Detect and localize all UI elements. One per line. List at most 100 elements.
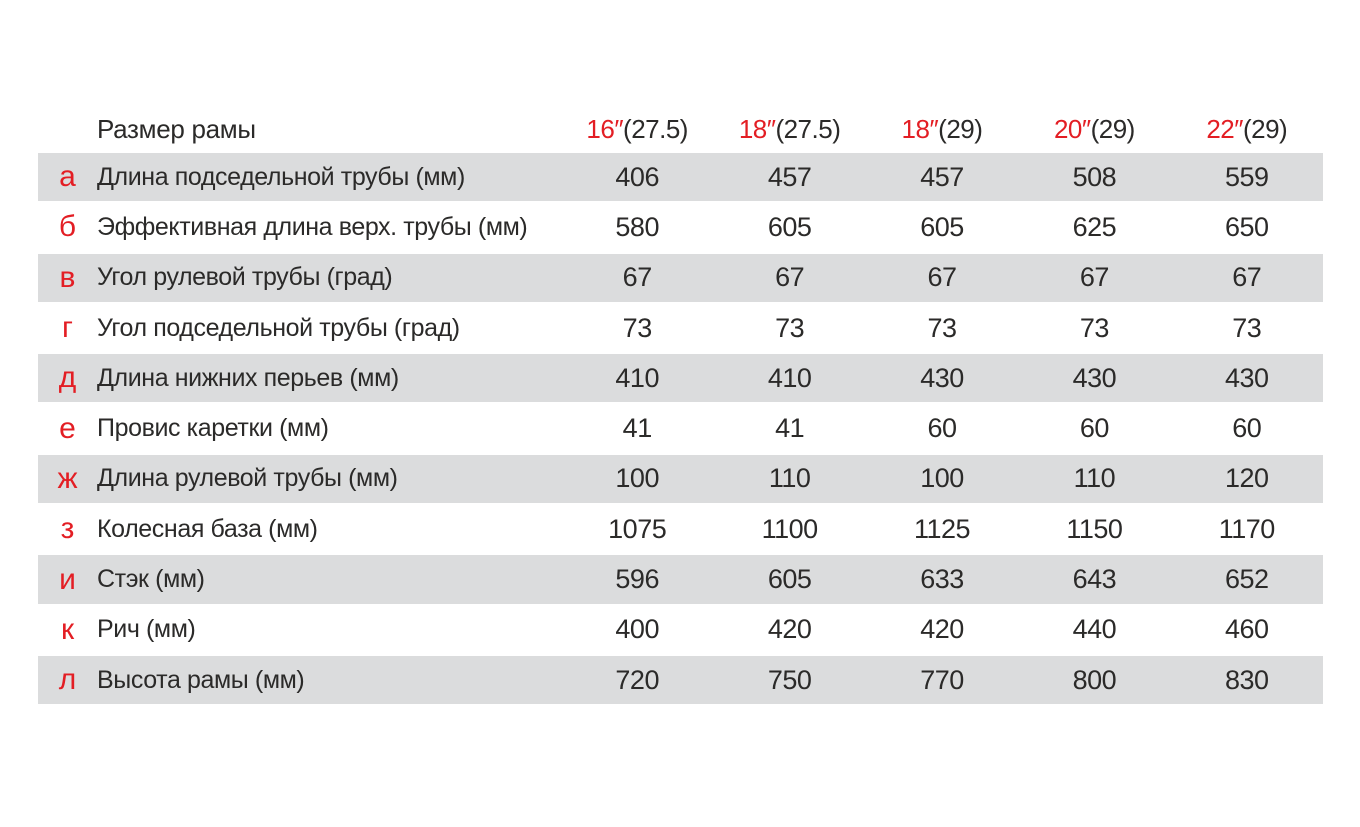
row-value: 120 — [1225, 463, 1269, 494]
table-row: ж Длина рулевой трубы (мм) 100 110 100 1… — [38, 453, 1323, 505]
row-value: 440 — [1072, 614, 1117, 645]
table-body: а Длина подседельной трубы (мм) 406 457 … — [38, 152, 1323, 706]
row-value: 410 — [767, 362, 812, 393]
row-parameter-label: Угол рулевой трубы (град) — [97, 263, 393, 292]
row-value: 420 — [767, 614, 812, 645]
row-value: 830 — [1225, 664, 1269, 695]
row-value: 633 — [920, 564, 964, 595]
row-index-letter: и — [59, 562, 76, 596]
row-value: 73 — [927, 312, 957, 343]
row-value: 605 — [767, 564, 812, 595]
row-index-letter: а — [59, 160, 76, 194]
row-value: 625 — [1072, 211, 1117, 242]
row-value: 67 — [775, 262, 805, 293]
row-index-letter: е — [59, 411, 76, 445]
row-value: 41 — [775, 413, 805, 444]
table-row: д Длина нижних перьев (мм) 410 410 430 4… — [38, 353, 1323, 404]
row-value: 559 — [1225, 161, 1269, 192]
frame-size-label: 18″ — [901, 113, 939, 144]
row-value: 60 — [927, 413, 957, 444]
row-value: 800 — [1072, 664, 1117, 695]
row-parameter-label: Длина подседельной трубы (мм) — [97, 162, 465, 191]
wheel-size-label: (27.5) — [775, 113, 841, 144]
frame-geometry-table: Размер рамы 16″(27.5) 18″(27.5) 18″(29) … — [38, 106, 1323, 706]
row-value: 1075 — [608, 513, 667, 544]
row-value: 110 — [1073, 463, 1116, 494]
row-value: 652 — [1225, 564, 1269, 595]
table-row: л Высота рамы (мм) 720 750 770 800 830 — [38, 654, 1323, 706]
row-value: 596 — [615, 564, 659, 595]
row-value: 720 — [615, 664, 659, 695]
column-header-22-29: 22″(29) — [1171, 114, 1323, 145]
row-value: 457 — [767, 161, 812, 192]
table-row: б Эффективная длина верх. трубы (мм) 580… — [38, 202, 1323, 252]
frame-size-label: 22″ — [1206, 113, 1243, 144]
row-index-letter: б — [58, 210, 77, 244]
row-index-letter: ж — [57, 461, 78, 495]
row-value: 406 — [615, 161, 659, 192]
row-parameter-label: Эффективная длина верх. трубы (мм) — [97, 212, 528, 241]
row-value: 400 — [615, 614, 659, 645]
column-header-18-29: 18″(29) — [866, 114, 1018, 145]
row-value: 100 — [615, 463, 659, 494]
wheel-size-label: (29) — [1090, 113, 1136, 144]
row-parameter-label: Колесная база (мм) — [97, 514, 318, 543]
table-row: к Рич (мм) 400 420 420 440 460 — [38, 605, 1323, 655]
row-value: 60 — [1079, 413, 1110, 444]
row-value: 67 — [1232, 262, 1262, 293]
row-value: 420 — [920, 614, 964, 645]
row-parameter-label: Угол подседельной трубы (град) — [97, 313, 460, 342]
wheel-size-label: (29) — [1242, 113, 1288, 144]
row-parameter-label: Длина нижних перьев (мм) — [97, 363, 399, 392]
table-row: г Угол подседельной трубы (град) 73 73 7… — [38, 303, 1323, 353]
column-header-16-27-5: 16″(27.5) — [561, 114, 713, 145]
row-value: 110 — [768, 463, 811, 494]
row-value: 605 — [920, 211, 964, 242]
row-index-letter: з — [60, 512, 75, 546]
row-index-letter: л — [58, 663, 77, 697]
frame-size-label: 20″ — [1053, 113, 1091, 144]
row-value: 430 — [920, 362, 964, 393]
row-index-letter: д — [58, 361, 77, 395]
row-value: 1150 — [1066, 513, 1123, 544]
row-value: 73 — [622, 312, 653, 343]
row-parameter-label: Длина рулевой трубы (мм) — [97, 464, 398, 493]
row-value: 650 — [1225, 211, 1269, 242]
row-index-letter: в — [59, 260, 76, 294]
row-parameter-label: Высота рамы (мм) — [97, 665, 305, 694]
row-value: 60 — [1232, 413, 1262, 444]
row-index-letter: к — [60, 612, 75, 646]
frame-size-label: 18″ — [738, 113, 776, 144]
table-row: а Длина подседельной трубы (мм) 406 457 … — [38, 152, 1323, 203]
row-parameter-label: Рич (мм) — [97, 615, 196, 644]
row-index-letter: г — [62, 311, 73, 345]
row-value: 508 — [1072, 161, 1117, 192]
row-value: 605 — [767, 211, 812, 242]
table-row: е Провис каретки (мм) 41 41 60 60 60 — [38, 403, 1323, 453]
column-header-20-29: 20″(29) — [1018, 114, 1170, 145]
row-value: 73 — [1079, 312, 1110, 343]
row-value: 41 — [622, 413, 653, 444]
row-value: 770 — [920, 664, 964, 695]
row-value: 1100 — [761, 513, 819, 544]
row-parameter-label: Провис каретки (мм) — [97, 414, 329, 443]
row-value: 67 — [927, 262, 957, 293]
row-value: 460 — [1225, 614, 1269, 645]
row-value: 67 — [622, 262, 653, 293]
row-value: 457 — [920, 161, 964, 192]
column-header-18-27-5: 18″(27.5) — [713, 114, 865, 145]
row-value: 73 — [775, 312, 805, 343]
row-value: 100 — [920, 463, 964, 494]
table-row: з Колесная база (мм) 1075 1100 1125 1150… — [38, 504, 1323, 554]
table-header-row: Размер рамы 16″(27.5) 18″(27.5) 18″(29) … — [38, 106, 1323, 152]
wheel-size-label: (29) — [938, 113, 983, 144]
row-value: 750 — [767, 664, 812, 695]
row-value: 410 — [615, 362, 659, 393]
row-value: 73 — [1232, 312, 1262, 343]
row-value: 1170 — [1218, 513, 1276, 544]
row-value: 1125 — [913, 513, 971, 544]
wheel-size-label: (27.5) — [623, 113, 688, 144]
row-value: 67 — [1079, 262, 1110, 293]
row-value: 430 — [1072, 362, 1117, 393]
